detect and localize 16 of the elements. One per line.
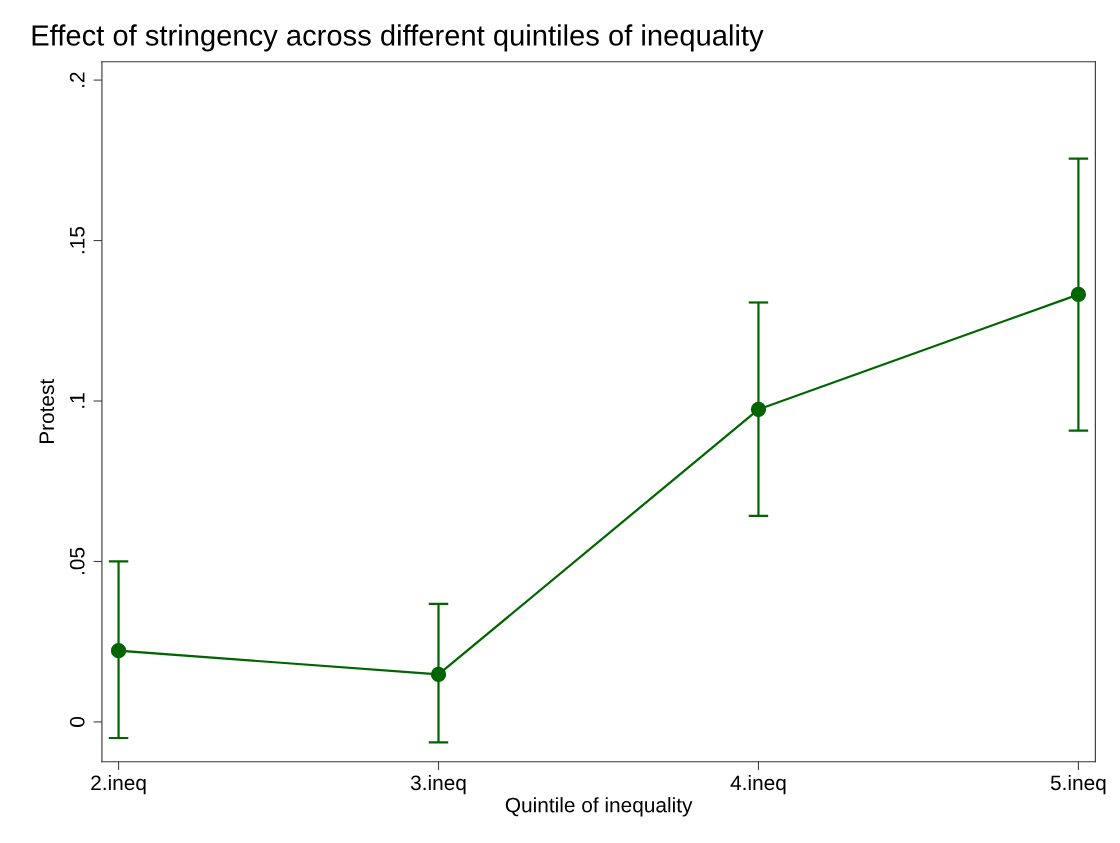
chart-title: Effect of stringency across different quintiles of inequality [32,24,764,52]
x-tick-label: 5.ineq [1050,774,1106,795]
x-tick-label: 4.ineq [730,774,786,795]
point [1070,286,1087,303]
y-axis-title: Protest [39,378,55,444]
x-tick-label: 2.ineq [91,774,146,795]
point [750,401,767,417]
x-tick-label: 3.ineq [410,774,466,795]
y-tick-label: .15 [70,226,85,254]
y-tick-label: .1 [70,393,85,408]
x-axis-title: Quintile of inequality [505,797,693,817]
y-tick-label: .05 [69,547,85,575]
y-tick-label: 0 [69,716,85,727]
point [430,666,447,683]
y-tick-label: .2 [69,72,85,87]
point [110,643,127,659]
